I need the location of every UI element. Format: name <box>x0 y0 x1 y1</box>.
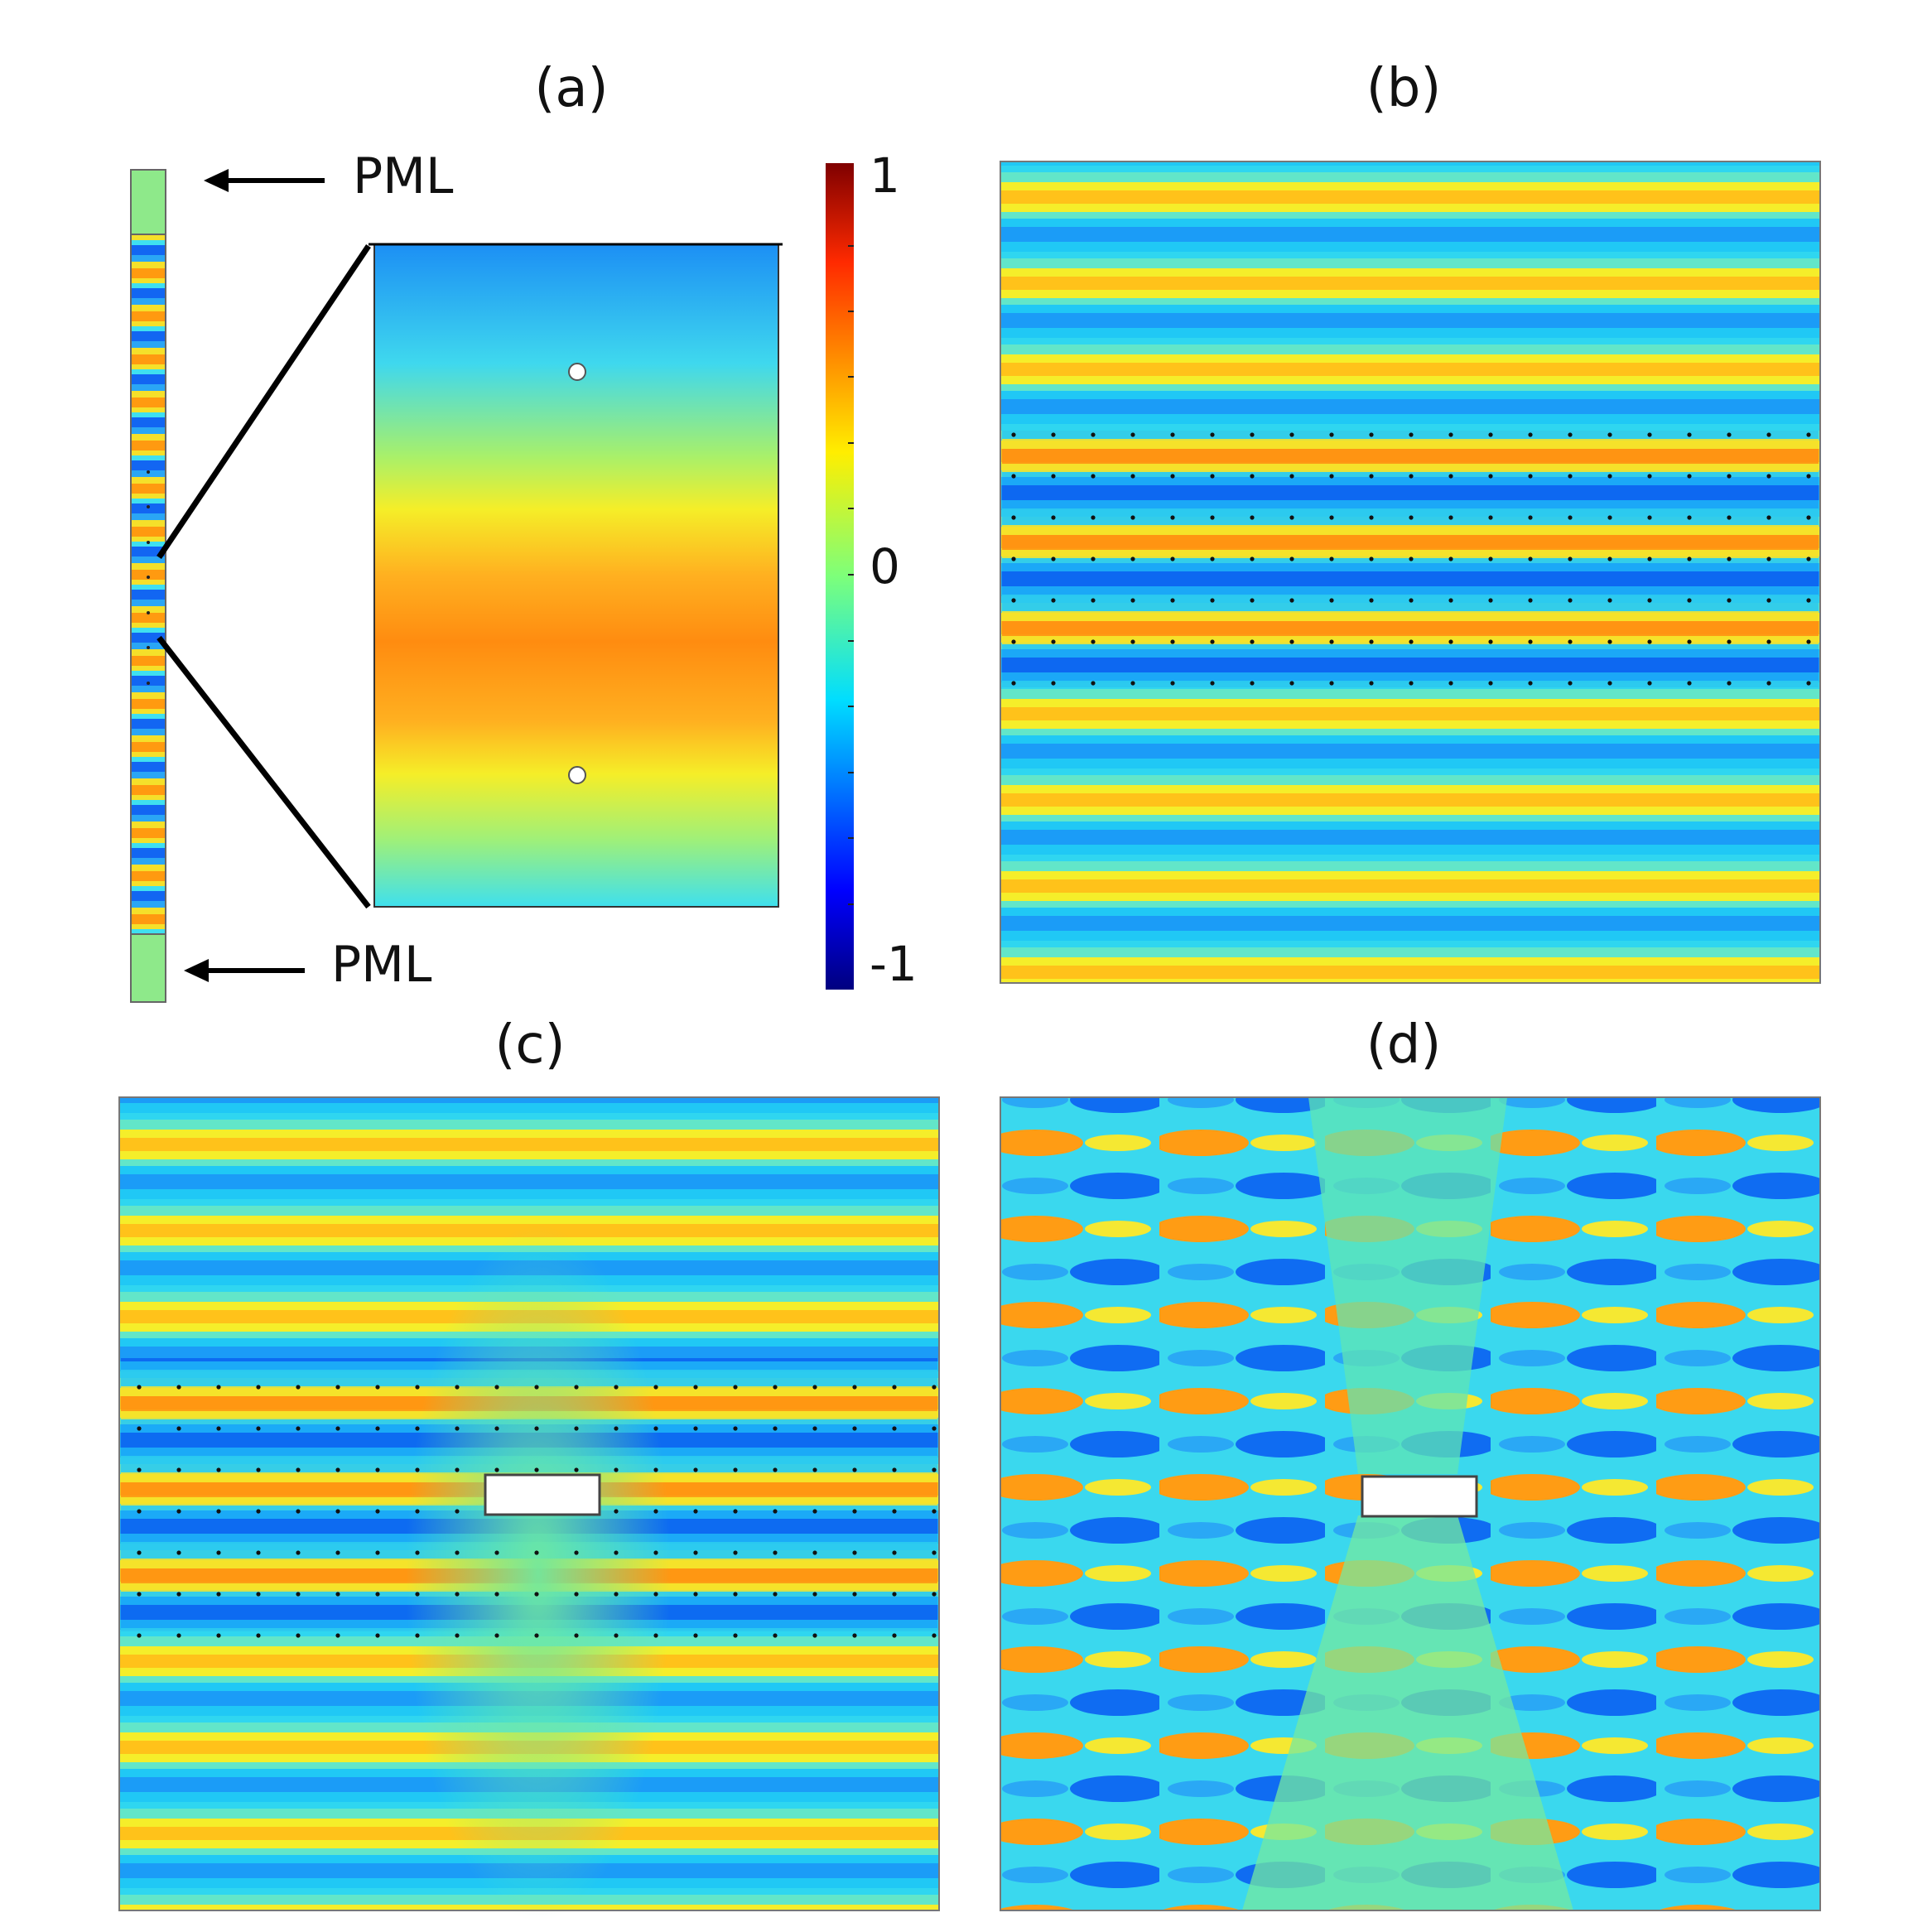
pml-top-arrow <box>204 169 325 192</box>
pml-top-region <box>130 169 166 235</box>
pml-bottom-region <box>130 933 166 1003</box>
defect-d <box>1361 1475 1478 1518</box>
defect-c <box>484 1473 601 1516</box>
colorbar-mid-label: 0 <box>870 538 900 595</box>
scatterer-bottom <box>568 766 586 784</box>
panel-b <box>1000 161 1821 984</box>
colorbar-ticks <box>848 245 854 905</box>
pml-bottom-label: PML <box>331 936 432 994</box>
panel-c <box>118 1096 940 1921</box>
scatterer-grid-b <box>1004 418 1819 700</box>
panel-a-title: (a) <box>534 58 609 119</box>
colorbar-min-label: -1 <box>870 936 918 992</box>
panel-b-title: (b) <box>1366 58 1442 119</box>
panel-d-title: (d) <box>1366 1014 1442 1076</box>
pml-top-label: PML <box>353 147 454 205</box>
pml-bottom-arrow <box>184 959 305 982</box>
panel-c-title: (c) <box>494 1014 566 1076</box>
panel-a <box>130 163 854 1003</box>
zoom-line-top <box>157 244 371 559</box>
colorbar-max-label: 1 <box>870 147 900 204</box>
unit-cell-strip <box>130 234 166 935</box>
zoomed-unit-cell <box>373 243 779 908</box>
zoom-line-bottom <box>157 635 371 909</box>
panel-d <box>1000 1096 1821 1911</box>
strip-scatterers <box>147 470 150 685</box>
scatterer-top <box>568 363 586 381</box>
colorbar <box>826 163 854 990</box>
